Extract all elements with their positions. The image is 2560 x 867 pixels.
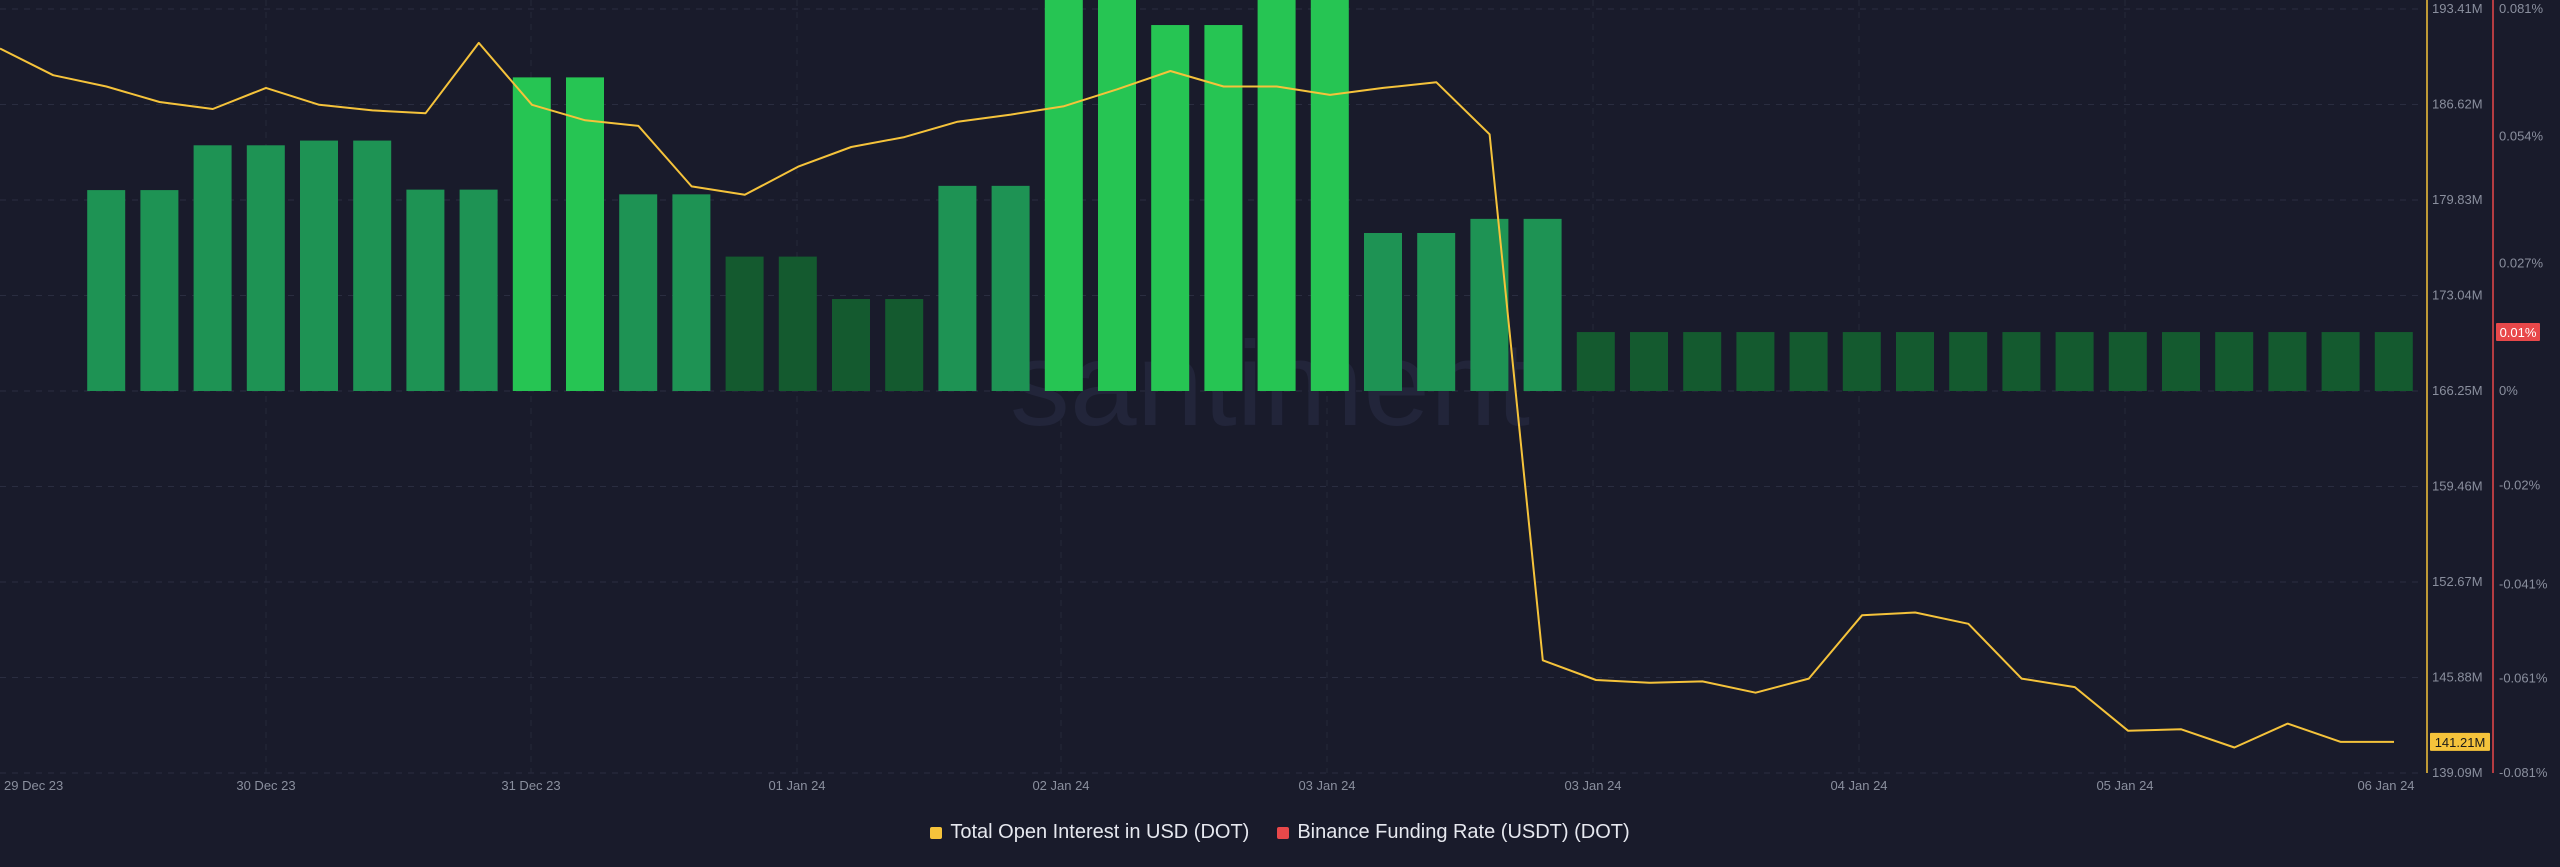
- left-axis-label: 186.62M: [2432, 97, 2483, 112]
- x-tick-label: 31 Dec 23: [501, 778, 560, 793]
- funding-rate-bar: [778, 256, 817, 391]
- x-tick-label: 29 Dec 23: [4, 778, 63, 793]
- funding-rate-bar: [1044, 0, 1083, 391]
- funding-rate-bar: [672, 194, 711, 391]
- funding-rate-bar: [2108, 332, 2147, 391]
- funding-rate-bar: [1151, 25, 1190, 391]
- legend: Total Open Interest in USD (DOT) Binance…: [0, 821, 2560, 844]
- open-interest-last-value-label: 141.21M: [2435, 735, 2486, 750]
- funding-rate-last-value-badge: [2496, 323, 2540, 342]
- left-axis-label: 166.25M: [2432, 383, 2483, 398]
- funding-rate-bar: [725, 256, 764, 391]
- funding-rate-bar: [2215, 332, 2254, 391]
- funding-rate-bar: [246, 145, 285, 391]
- left-axis-label: 139.09M: [2432, 765, 2483, 780]
- funding-rate-bar: [1364, 233, 1402, 391]
- right-axis-label: -0.041%: [2499, 576, 2548, 591]
- funding-rate-bar: [1523, 218, 1562, 391]
- funding-rate-bar: [991, 185, 1030, 391]
- funding-rate-bar: [512, 77, 551, 391]
- open-interest-last-value-badge: [2430, 732, 2490, 751]
- funding-rate-bar: [1683, 332, 1722, 391]
- funding-rate-bar: [2162, 332, 2200, 391]
- funding-rate-bar: [1098, 0, 1136, 391]
- x-tick-label: 04 Jan 24: [1830, 778, 1887, 793]
- left-axis-label: 145.88M: [2432, 670, 2483, 685]
- funding-rate-bar: [832, 299, 870, 391]
- legend-swatch-open-interest: [930, 826, 943, 839]
- x-tick-label: 03 Jan 24: [1298, 778, 1355, 793]
- funding-rate-bar: [459, 189, 498, 391]
- funding-rate-bar: [1949, 332, 1988, 391]
- right-axis-label: 0.054%: [2499, 128, 2544, 143]
- right-axis-label: -0.02%: [2499, 477, 2541, 492]
- funding-rate-bar: [1417, 233, 1456, 391]
- funding-rate-bar: [2374, 332, 2413, 391]
- legend-swatch-funding-rate: [1277, 826, 1290, 839]
- funding-rate-bar: [1470, 218, 1509, 391]
- funding-rate-bar: [1310, 0, 1349, 392]
- left-axis-label: 179.83M: [2432, 192, 2483, 207]
- funding-rate-bar: [1842, 332, 1881, 391]
- funding-rate-bar: [193, 145, 232, 391]
- left-axis-label: 152.67M: [2432, 574, 2483, 589]
- right-axis-label: 0%: [2499, 383, 2518, 398]
- right-axis-label: -0.081%: [2499, 765, 2548, 780]
- funding-rate-bar: [300, 140, 338, 391]
- funding-rate-bar: [87, 190, 126, 391]
- left-axis-label: 173.04M: [2432, 288, 2483, 303]
- funding-rate-bar: [353, 140, 392, 391]
- funding-rate-bar: [1204, 25, 1243, 391]
- x-tick-label: 01 Jan 24: [768, 778, 825, 793]
- right-axis-label: 0.027%: [2499, 256, 2544, 271]
- x-tick-label: 30 Dec 23: [236, 778, 295, 793]
- open-interest-line: [0, 41, 2394, 749]
- legend-item-open-interest[interactable]: Total Open Interest in USD (DOT): [930, 821, 1249, 844]
- funding-rate-bar: [2321, 332, 2360, 391]
- funding-rate-bar: [2055, 332, 2094, 391]
- legend-label-funding-rate: Binance Funding Rate (USDT) (DOT): [1297, 821, 1630, 843]
- funding-rate-bar: [2002, 332, 2041, 391]
- funding-rate-bar: [406, 189, 445, 391]
- right-axis-label: 0.081%: [2499, 1, 2544, 16]
- x-tick-label: 02 Jan 24: [1032, 778, 1089, 793]
- funding-rate-last-value-label: 0.01%: [2500, 325, 2537, 340]
- funding-rate-bar: [1257, 0, 1296, 392]
- funding-rate-bar: [619, 194, 658, 391]
- x-tick-label: 06 Jan 24: [2357, 778, 2414, 793]
- funding-rate-bar: [1576, 332, 1615, 391]
- funding-rate-bar: [2268, 332, 2307, 391]
- funding-rate-bar: [938, 185, 977, 391]
- funding-rate-bar: [1736, 332, 1775, 391]
- funding-rate-bar: [885, 299, 924, 391]
- legend-label-open-interest: Total Open Interest in USD (DOT): [950, 821, 1250, 843]
- left-axis-label: 159.46M: [2432, 479, 2483, 494]
- x-tick-label: 05 Jan 24: [2096, 778, 2153, 793]
- right-axis-label: -0.061%: [2499, 671, 2548, 686]
- funding-rate-bar: [1789, 332, 1828, 391]
- funding-rate-bar: [566, 77, 604, 391]
- left-axis-label: 193.41M: [2432, 1, 2483, 16]
- funding-rate-bar: [1630, 332, 1668, 391]
- funding-rate-bar: [1896, 332, 1934, 391]
- x-tick-label: 03 Jan 24: [1564, 778, 1621, 793]
- legend-item-funding-rate[interactable]: Binance Funding Rate (USDT) (DOT): [1277, 821, 1630, 844]
- funding-rate-bar: [140, 190, 179, 391]
